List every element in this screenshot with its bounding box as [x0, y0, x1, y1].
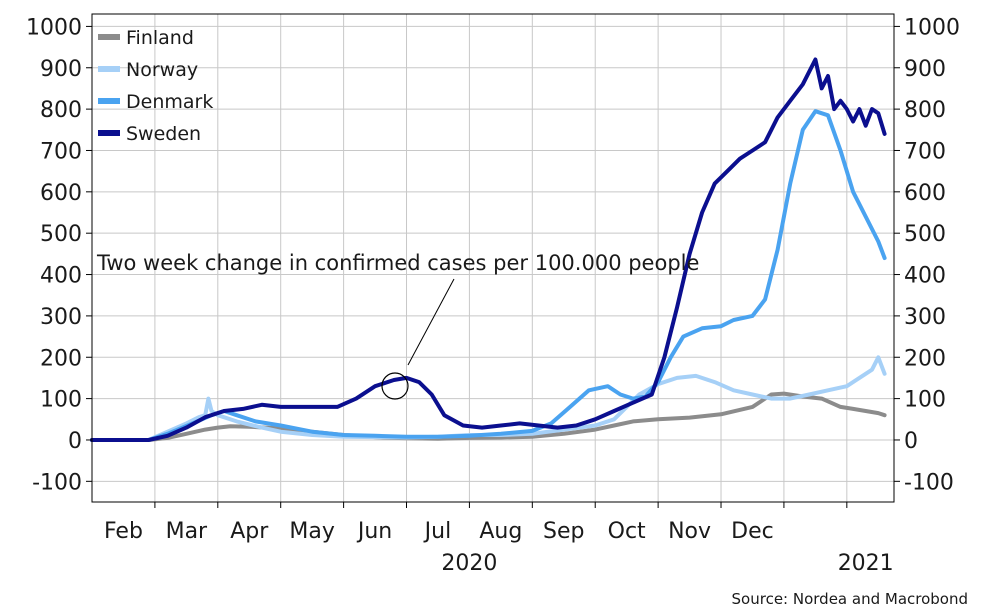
- y-tick-label-left: 200: [40, 346, 82, 371]
- x-tick-label: Feb: [104, 519, 143, 544]
- y-tick-label-left: -100: [32, 470, 82, 495]
- y-tick-label-left: 500: [40, 222, 82, 247]
- series-line-norway: [90, 355, 887, 442]
- source-note: Source: Nordea and Macrobond: [732, 590, 968, 608]
- annotation-circle: [381, 372, 409, 400]
- x-axis: Feb Mar Apr May Jun Jul Aug Sep Oct Nov Dec 2020 202…: [104, 502, 894, 576]
- x-tick-label: Apr: [230, 519, 269, 544]
- annotation-text: Two week change in confirmed cases per 1…: [96, 251, 699, 275]
- y-tick-label-right: 400: [904, 264, 946, 289]
- annotation: Two week change in confirmed cases per 1…: [96, 251, 699, 400]
- x-tick-label: Jun: [356, 519, 392, 544]
- x-tick-label: Oct: [608, 519, 646, 544]
- year-label: 2021: [838, 551, 894, 576]
- y-tick-label-left: 700: [40, 139, 82, 164]
- series-line-denmark: [90, 109, 887, 442]
- y-tick-label-left: 600: [40, 181, 82, 206]
- y-tick-label-right: 900: [904, 57, 946, 82]
- y-tick-label-left: 0: [68, 429, 82, 454]
- legend: Finland Norway Denmark Sweden: [98, 27, 213, 145]
- y-tick-label-left: 1000: [26, 15, 82, 40]
- y-tick-label-right: -100: [904, 470, 954, 495]
- x-tick-label: Dec: [731, 519, 774, 544]
- series-lines: [90, 57, 887, 442]
- y-tick-label-right: 800: [904, 98, 946, 123]
- legend-label-sweden: Sweden: [126, 123, 201, 145]
- x-tick-label: Aug: [479, 519, 522, 544]
- x-tick-label: Mar: [166, 519, 208, 544]
- legend-label-norway: Norway: [126, 59, 198, 81]
- year-label: 2020: [441, 551, 497, 576]
- annotation-leader: [407, 278, 455, 366]
- y-tick-label-right: 300: [904, 305, 946, 330]
- series-line-finland: [90, 391, 887, 442]
- legend-label-finland: Finland: [126, 27, 194, 49]
- legend-label-denmark: Denmark: [126, 91, 213, 113]
- y-tick-label-right: 0: [904, 429, 918, 454]
- x-tick-label: May: [289, 519, 334, 544]
- x-tick-label: Sep: [543, 519, 584, 544]
- y-tick-label-left: 100: [40, 388, 82, 413]
- y-tick-label-right: 500: [904, 222, 946, 247]
- series-line-sweden: [90, 57, 887, 442]
- y-tick-label-left: 900: [40, 57, 82, 82]
- y-axis-right: -100 0 100 200 300 400 500 600 700 800 900 1000: [894, 15, 960, 495]
- y-tick-label-right: 200: [904, 346, 946, 371]
- y-tick-label-right: 600: [904, 181, 946, 206]
- y-axis-left: -100 0 100 200 300 400 500 600 700 800 900 1000: [26, 15, 92, 495]
- y-tick-label-left: 800: [40, 98, 82, 123]
- y-tick-label-right: 100: [904, 388, 946, 413]
- plot-frame: [91, 13, 895, 503]
- y-tick-label-left: 400: [40, 264, 82, 289]
- x-tick-label: Jul: [423, 519, 452, 544]
- x-tick-label: Nov: [668, 519, 711, 544]
- y-tick-label-right: 700: [904, 139, 946, 164]
- y-tick-label-right: 1000: [904, 15, 960, 40]
- y-tick-label-left: 300: [40, 305, 82, 330]
